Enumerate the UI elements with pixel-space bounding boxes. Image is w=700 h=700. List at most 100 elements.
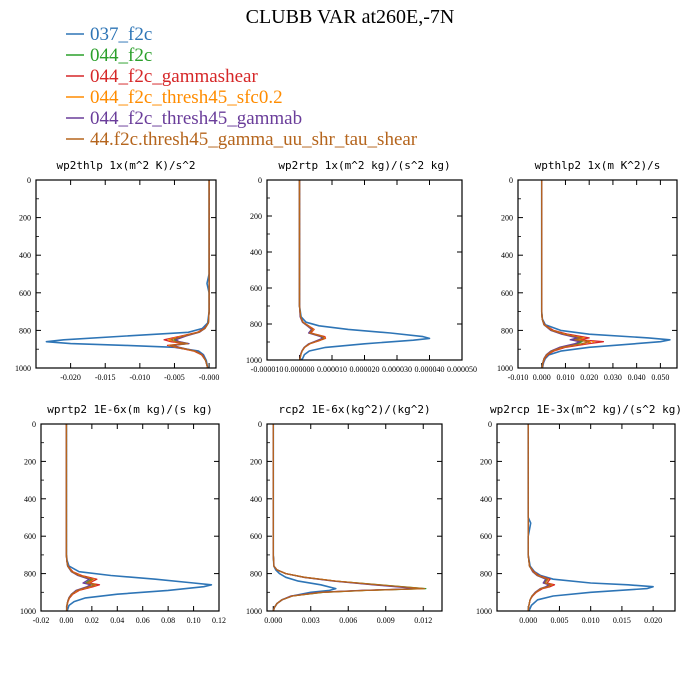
x-tick-label: 0.030 [604, 373, 622, 382]
y-tick-label: 800 [24, 570, 36, 579]
y-tick-label: 200 [250, 212, 262, 221]
series-line [527, 424, 552, 612]
y-tick-label: 1000 [476, 607, 492, 616]
series-line [527, 424, 556, 612]
y-tick-label: 600 [250, 284, 262, 293]
legend-entry: 044_f2c [90, 45, 152, 66]
series-line [541, 180, 590, 369]
x-tick-label: 0.005 [550, 616, 568, 625]
y-tick-label: 200 [24, 457, 36, 466]
y-tick-label: 600 [250, 532, 262, 541]
panel-title: rcp2 1E-6x(kg^2)/(kg^2) [278, 403, 430, 416]
x-tick-label: 0.000030 [382, 365, 412, 374]
series-line [272, 424, 426, 612]
x-tick-label: -0.010 [508, 373, 529, 382]
series-line [272, 424, 418, 612]
x-tick-label: 0.000020 [350, 365, 380, 374]
figure-title: CLUBB VAR at260E,-7N [246, 6, 455, 28]
y-tick-label: 200 [19, 214, 31, 223]
plot-frame [266, 423, 443, 612]
series-line [298, 180, 431, 361]
x-tick-label: 0.020 [580, 373, 598, 382]
y-tick-label: 200 [501, 214, 513, 223]
x-tick-label: 0.040 [628, 373, 646, 382]
legend: 037_f2c044_f2c044_f2c_gammashear044_f2c_… [66, 24, 418, 150]
y-tick-label: 800 [501, 326, 513, 335]
y-tick-label: 800 [250, 320, 262, 329]
y-tick-label: 200 [250, 457, 262, 466]
panel-title: wpthlp2 1x(m K^2)/s [535, 159, 661, 172]
x-tick-label: 0.010 [556, 373, 574, 382]
x-tick-label: 0.003 [302, 616, 320, 625]
series-line [169, 180, 210, 369]
chart-panel: wp2thlp 1x(m^2 K)/s^2 0 200 400 600 800 1000 -0… [15, 159, 219, 382]
y-tick-label: 0 [32, 420, 36, 429]
legend-entry: 037_f2c [90, 24, 152, 45]
plot-frame [40, 423, 220, 612]
x-tick-label: 0.015 [613, 616, 631, 625]
x-tick-label: 0.02 [85, 616, 99, 625]
x-tick-label: 0.12 [212, 616, 226, 625]
legend-entry: 44.f2c.thresh45_gamma_uu_shr_tau_shear [90, 129, 418, 150]
x-tick-label: -0.000010 [251, 365, 284, 374]
x-tick-label: 0.000050 [447, 365, 477, 374]
y-tick-label: 1000 [15, 364, 31, 373]
x-tick-label: -0.000 [199, 373, 220, 382]
x-tick-label: 0.012 [414, 616, 432, 625]
x-tick-label: 0.000000 [285, 365, 315, 374]
x-tick-label: 0.04 [110, 616, 124, 625]
x-tick-label: -0.010 [130, 373, 151, 382]
plot-frame [496, 423, 676, 612]
y-tick-label: 600 [19, 289, 31, 298]
y-tick-label: 600 [24, 532, 36, 541]
x-tick-label: 0.10 [187, 616, 201, 625]
x-tick-label: 0.006 [339, 616, 357, 625]
panel-title: wp2thlp 1x(m^2 K)/s^2 [56, 159, 195, 172]
x-tick-label: 0.000 [533, 373, 551, 382]
y-tick-label: 400 [250, 495, 262, 504]
x-tick-label: 0.00 [59, 616, 73, 625]
chart-panel: wp2rtp 1x(m^2 kg)/(s^2 kg) 0 200 400 600 800 1… [246, 159, 477, 374]
x-tick-label: 0.000010 [317, 365, 347, 374]
chart-panel: wpthlp2 1x(m K^2)/s 0 200 400 600 800 1000-0.0… [497, 159, 678, 382]
plot-frame [517, 179, 678, 369]
chart-panel: rcp2 1E-6x(kg^2)/(kg^2) 0 200 400 600 800 1000… [246, 403, 443, 625]
panel-title: wprtp2 1E-6x(m kg)/(s kg) [47, 403, 213, 416]
y-tick-label: 1000 [246, 356, 262, 365]
panels: wp2thlp 1x(m^2 K)/s^202004006008001000-0… [15, 159, 682, 625]
x-tick-label: 0.000 [264, 616, 282, 625]
x-tick-label: 0.050 [651, 373, 669, 382]
y-tick-label: 1000 [497, 364, 513, 373]
y-tick-label: 400 [24, 495, 36, 504]
series-line [172, 180, 210, 369]
y-tick-label: 0 [258, 176, 262, 185]
y-tick-label: 400 [501, 251, 513, 260]
x-tick-label: 0.000 [519, 616, 537, 625]
series-line [298, 180, 325, 361]
y-tick-label: 800 [480, 570, 492, 579]
x-tick-label: 0.06 [136, 616, 150, 625]
chart-panel: wprtp2 1E-6x(m kg)/(s kg) 0 200 400 600 800 10… [20, 403, 226, 625]
chart-panel: wp2rcp 1E-3x(m^2 kg)/(s^2 kg) 0 200 400 600 8… [476, 403, 682, 625]
legend-entry: 044_f2c_gammashear [90, 66, 258, 87]
plot-frame [35, 179, 217, 369]
y-tick-label: 1000 [20, 607, 36, 616]
y-tick-label: 800 [250, 570, 262, 579]
x-tick-label: 0.009 [377, 616, 395, 625]
y-tick-label: 200 [480, 457, 492, 466]
legend-entry: 044_f2c_thresh45_sfc0.2 [90, 87, 283, 108]
x-tick-label: -0.005 [164, 373, 185, 382]
series-line [298, 180, 326, 361]
series-line [272, 424, 337, 612]
series-line [65, 424, 97, 612]
y-tick-label: 0 [488, 420, 492, 429]
y-tick-label: 600 [501, 289, 513, 298]
panel-title: wp2rtp 1x(m^2 kg)/(s^2 kg) [278, 159, 450, 172]
y-tick-label: 0 [258, 420, 262, 429]
x-tick-label: -0.015 [95, 373, 116, 382]
plot-frame [266, 179, 463, 361]
y-tick-label: 400 [480, 495, 492, 504]
series-line [166, 180, 210, 369]
y-tick-label: 0 [509, 176, 513, 185]
